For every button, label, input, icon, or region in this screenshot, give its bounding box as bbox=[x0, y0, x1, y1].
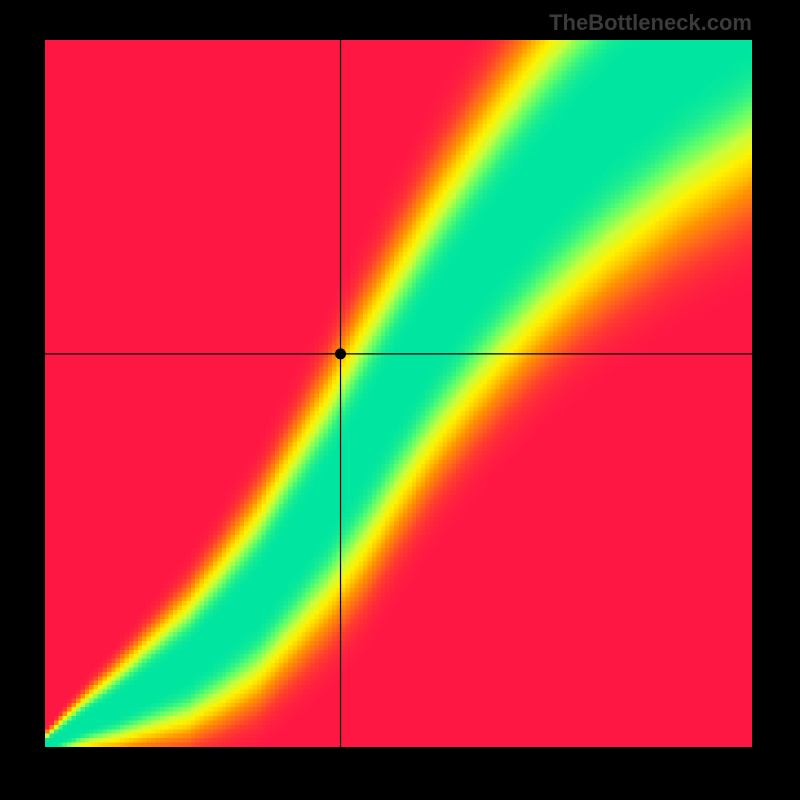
watermark-text: TheBottleneck.com bbox=[549, 10, 752, 36]
chart-container: TheBottleneck.com bbox=[0, 0, 800, 800]
bottleneck-heatmap bbox=[45, 40, 752, 747]
